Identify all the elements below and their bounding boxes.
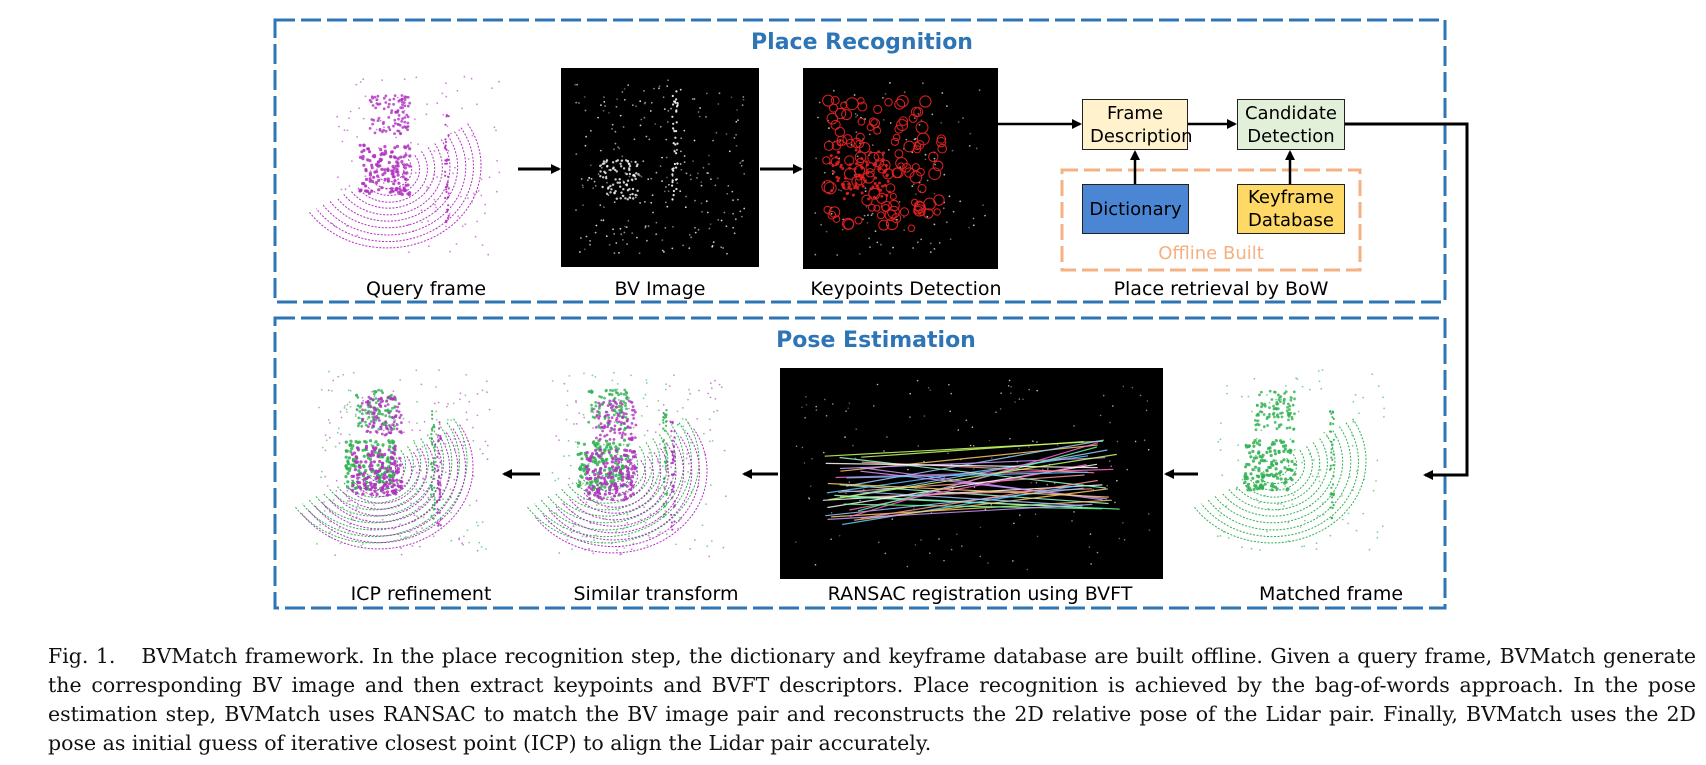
similar-transform-label: Similar transform [573,583,739,605]
pose-estimation-frame [273,316,1447,610]
icp-refinement-cloud [295,369,491,556]
offline-built-label: Offline Built [1158,243,1264,264]
matched-frame-cloud [1194,369,1385,551]
frame-description-label: Frame Description [1090,102,1193,147]
similar-transform-cloud [527,371,727,558]
keypoints-detection-label: Keypoints Detection [810,278,1002,300]
figure-number: Fig. 1. [48,644,116,668]
keyframe-database-box: Keyframe Database [1237,184,1345,234]
candidate-detection-label: Candidate Detection [1244,102,1338,147]
keypoints-dots [814,82,986,256]
bv-image-label: BV Image [614,278,706,300]
arrow-candidate-to-matched [1345,122,1469,480]
place-retrieval-label: Place retrieval by BoW [1113,278,1329,300]
figure-caption: Fig. 1. BVMatch framework. In the place r… [48,642,1696,758]
figure: Place Recognition Pose Estimation Frame … [273,18,1469,610]
bv-image-panel [561,68,759,267]
ransac-match-lines [795,379,1151,571]
frame-description-box: Frame Description [1082,99,1193,150]
query-frame-cloud [309,75,501,256]
icp-refinement-label: ICP refinement [350,583,492,605]
candidate-detection-box: Candidate Detection [1237,99,1345,150]
query-frame-label: Query frame [365,278,487,300]
bv-image-dots [574,79,746,255]
matched-frame-label: Matched frame [1258,583,1404,605]
place-recognition-title: Place Recognition [751,30,973,55]
place-recognition-frame [273,18,1447,304]
figure-graphics [273,18,1469,610]
caption-text: BVMatch framework. In the place recognit… [48,644,1696,755]
dictionary-label: Dictionary [1089,198,1182,220]
pose-estimation-title: Pose Estimation [776,328,976,353]
dictionary-box: Dictionary [1082,184,1189,234]
keyframe-database-label: Keyframe Database [1247,187,1334,231]
ransac-registration-label: RANSAC registration using BVFT [827,583,1133,605]
